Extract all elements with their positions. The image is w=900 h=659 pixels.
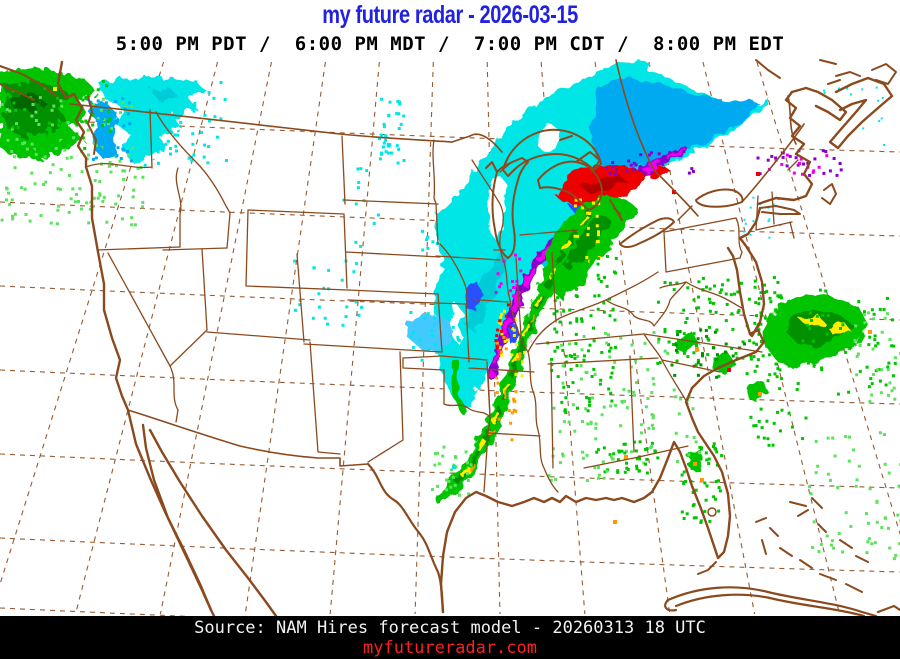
radar-rain-offshore-atlantic: [676, 294, 868, 472]
international-borders: [69, 59, 805, 614]
radar-precip-layer: [0, 61, 900, 561]
radar-squall-line: [435, 207, 595, 503]
valid-times-label: 5:00 PM PDT / 6:00 PM MDT / 7:00 PM CDT …: [115, 33, 785, 55]
state-borders: [85, 109, 799, 493]
website-link[interactable]: myfutureradar.com: [363, 638, 537, 658]
page-title: my future radar - 2026-03-15: [322, 1, 578, 29]
great-lakes: [485, 128, 744, 259]
radar-rain-mass-midwest: [545, 196, 637, 300]
radar-scattered-showers: [0, 78, 900, 561]
footer-bar: Source: NAM Hires forecast model - 20260…: [0, 616, 900, 659]
source-label: Source: NAM Hires forecast model - 20260…: [194, 618, 706, 638]
map-boundaries-layer: [0, 59, 900, 616]
caribbean-islands: [664, 497, 900, 616]
